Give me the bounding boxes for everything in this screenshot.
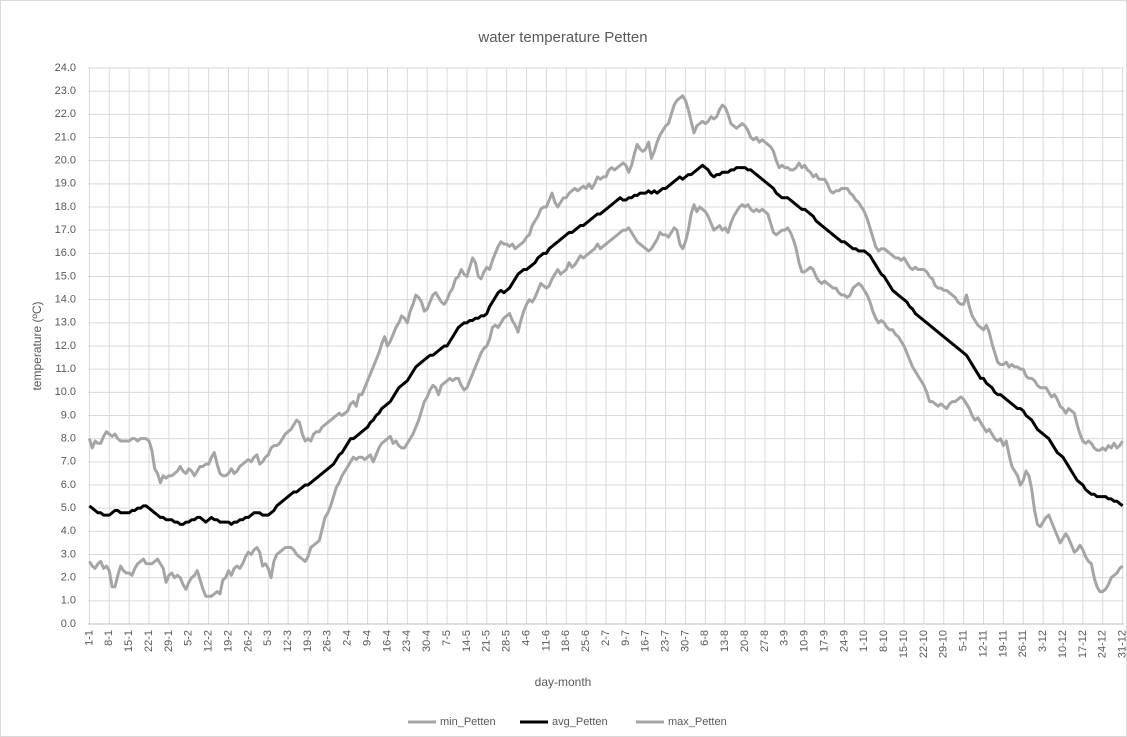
- x-tick-label: 17-9: [818, 630, 830, 652]
- x-tick-label: 19-11: [997, 630, 1009, 657]
- y-tick-label: 12.0: [55, 340, 76, 352]
- legend-label: avg_Petten: [552, 716, 608, 728]
- x-tick-label: 22-10: [918, 630, 930, 658]
- x-tick-label: 18-6: [560, 630, 572, 652]
- x-tick-label: 22-1: [143, 630, 155, 652]
- y-tick-label: 23.0: [55, 85, 76, 97]
- x-axis-title: day-month: [535, 675, 592, 689]
- x-tick-label: 7-5: [441, 630, 453, 646]
- y-tick-label: 21.0: [55, 131, 76, 143]
- y-tick-label: 20.0: [55, 155, 76, 167]
- x-tick-label: 1-10: [858, 630, 870, 652]
- y-tick-label: 4.0: [61, 525, 76, 537]
- x-tick-label: 31-12: [1116, 630, 1127, 658]
- x-tick-label: 19-2: [222, 630, 234, 652]
- y-tick-label: 17.0: [55, 224, 76, 236]
- y-tick-label: 9.0: [61, 409, 76, 421]
- y-tick-label: 8.0: [61, 433, 76, 445]
- chart-title: water temperature Petten: [477, 29, 647, 46]
- x-tick-label: 24-12: [1097, 630, 1109, 658]
- x-tick-label: 15-10: [898, 630, 910, 658]
- y-tick-label: 3.0: [61, 548, 76, 560]
- y-tick-label: 1.0: [61, 595, 76, 607]
- y-tick-label: 0.0: [61, 618, 76, 630]
- x-tick-label: 15-1: [123, 630, 135, 652]
- x-tick-label: 5-3: [262, 630, 274, 646]
- x-tick-label: 30-4: [421, 630, 433, 652]
- x-tick-label: 10-12: [1057, 630, 1069, 658]
- x-tick-label: 26-2: [242, 630, 254, 652]
- x-tick-label: 3-9: [779, 630, 791, 646]
- y-tick-label: 13.0: [55, 317, 76, 329]
- x-tick-label: 29-1: [163, 630, 175, 652]
- x-tick-label: 3-12: [1037, 630, 1049, 652]
- x-tick-label: 23-4: [401, 630, 413, 652]
- x-tick-label: 8-10: [878, 630, 890, 652]
- y-tick-label: 16.0: [55, 247, 76, 259]
- x-tick-label: 12-2: [203, 630, 215, 652]
- x-tick-label: 2-7: [600, 630, 612, 646]
- y-tick-label: 7.0: [61, 456, 76, 468]
- x-tick-label: 2-4: [342, 630, 354, 646]
- x-tick-label: 16-4: [381, 630, 393, 652]
- x-tick-label: 12-11: [977, 630, 989, 657]
- legend-label: min_Petten: [440, 716, 496, 728]
- x-tick-label: 21-5: [481, 630, 493, 652]
- x-tick-label: 20-8: [739, 630, 751, 652]
- series-line: [88, 163, 1124, 526]
- x-tick-label: 26-11: [1017, 630, 1029, 657]
- series-line: [87, 94, 1124, 485]
- x-tick-label: 5-11: [958, 630, 970, 651]
- y-tick-label: 24.0: [55, 62, 76, 74]
- x-tick-label: 27-8: [759, 630, 771, 652]
- x-tick-label: 6-8: [699, 630, 711, 646]
- y-tick-label: 22.0: [55, 108, 76, 120]
- x-tick-label: 30-7: [679, 630, 691, 652]
- x-tick-label: 26-3: [322, 630, 334, 652]
- x-tick-label: 29-10: [938, 630, 950, 658]
- y-tick-label: 2.0: [61, 572, 76, 584]
- x-tick-label: 28-5: [501, 630, 513, 652]
- x-tick-label: 23-7: [660, 630, 672, 652]
- x-tick-label: 9-4: [361, 630, 373, 646]
- x-tick-label: 5-2: [183, 630, 195, 646]
- x-tick-label: 16-7: [640, 630, 652, 652]
- y-tick-label: 11.0: [55, 363, 76, 375]
- y-tick-label: 15.0: [55, 270, 76, 282]
- y-tick-label: 5.0: [61, 502, 76, 514]
- x-tick-label: 12-3: [282, 630, 294, 652]
- x-tick-label: 24-9: [838, 630, 850, 652]
- x-tick-label: 25-6: [580, 630, 592, 652]
- legend-label: max_Petten: [668, 716, 727, 728]
- x-tick-label: 4-6: [520, 630, 532, 646]
- x-tick-label: 1-1: [83, 630, 95, 646]
- x-tick-label: 8-1: [103, 630, 115, 646]
- y-axis-title: temperature (ºC): [30, 301, 44, 390]
- y-tick-label: 19.0: [55, 178, 76, 190]
- y-tick-label: 10.0: [55, 386, 76, 398]
- y-tick-label: 6.0: [61, 479, 76, 491]
- x-tick-label: 11-6: [540, 630, 552, 651]
- x-tick-label: 9-7: [620, 630, 632, 646]
- y-tick-label: 18.0: [55, 201, 76, 213]
- x-tick-label: 17-12: [1077, 630, 1089, 658]
- x-tick-label: 19-3: [302, 630, 314, 652]
- x-tick-label: 14-5: [461, 630, 473, 652]
- x-tick-label: 10-9: [799, 630, 811, 652]
- y-tick-label: 14.0: [55, 294, 76, 306]
- series-line: [88, 203, 1124, 598]
- x-tick-label: 13-8: [719, 630, 731, 652]
